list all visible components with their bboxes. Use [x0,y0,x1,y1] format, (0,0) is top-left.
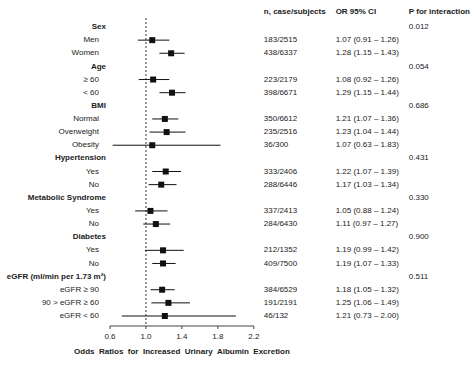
or-box [160,260,166,266]
or-text: 1.19 (0.99 – 1.42) [336,245,399,254]
row-label: No [89,180,100,189]
n-text: 191/2191 [264,298,298,307]
or-text: 1.23 (1.04 – 1.44) [336,127,399,136]
x-tick [110,326,111,329]
n-text: 284/6430 [264,219,298,228]
group-label: BMI [91,101,106,110]
or-text: 1.05 (0.88 – 1.24) [336,206,399,215]
row-label: Obesity [72,140,99,149]
n-text: 183/2515 [264,35,298,44]
x-tick-label: 1.4 [176,332,188,341]
column-header: OR 95% CI [336,7,376,16]
or-box [159,287,165,293]
row-label: Women [72,48,99,57]
or-box [164,129,170,135]
row-label: No [89,259,100,268]
or-text: 1.08 (0.92 – 1.26) [336,75,399,84]
or-text: 1.29 (1.15 – 1.44) [336,88,399,97]
row-label: Yes [86,206,99,215]
or-box [158,182,164,188]
row-label: eGFR ≥ 90 [60,285,100,294]
row-label: Overweight [59,127,100,136]
or-text: 1.07 (0.91 – 1.26) [336,35,399,44]
x-tick [253,326,254,329]
or-text: 1.11 (0.97 – 1.27) [336,219,399,228]
x-tick-label: 0.6 [104,332,116,341]
or-box [153,221,159,227]
group-label: eGFR (ml/min per 1.73 m²) [7,272,106,281]
or-text: 1.25 (1.06 – 1.49) [336,298,399,307]
column-header: P for interaction [409,7,470,16]
x-axis-label: Odds Ratios for Increased Urinary Albumi… [74,347,290,356]
p-text: 0.431 [409,153,430,162]
forest-plot: n, case/subjects OR 95% CI P for interacti… [0,0,474,371]
p-text: 0.686 [409,101,430,110]
or-box [149,37,155,43]
or-box [162,116,168,122]
or-box [150,77,156,83]
or-box [162,313,168,319]
n-text: 350/6612 [264,114,298,123]
n-text: 409/7500 [264,259,298,268]
group-label: Diabetes [73,232,107,241]
or-text: 1.21 (1.07 – 1.36) [336,114,399,123]
or-text: 1.17 (1.03 – 1.34) [336,180,399,189]
or-text: 1.28 (1.15 – 1.43) [336,48,399,57]
p-text: 0.012 [409,22,430,31]
x-tick [217,326,218,329]
x-tick [181,326,182,329]
column-header: n, case/subjects [264,7,326,16]
p-text: 0.900 [409,232,430,241]
or-box [168,50,174,56]
n-text: 288/6446 [264,180,298,189]
x-tick-label: 1.8 [212,332,224,341]
row-label: eGFR < 60 [60,311,100,320]
p-text: 0.511 [409,272,429,281]
n-text: 36/300 [264,140,289,149]
row-label: ≥ 60 [83,75,99,84]
p-text: 0.330 [409,193,430,202]
row-label: < 60 [83,88,99,97]
x-tick [145,326,146,329]
plot-area [113,18,236,326]
x-tick-label: 1.0 [140,332,152,341]
or-box [147,208,153,214]
row-label: No [89,219,100,228]
or-box [149,142,155,148]
n-text: 384/6529 [264,285,298,294]
row-label: Normal [73,114,99,123]
n-text: 235/2516 [264,127,298,136]
p-text: 0.054 [409,62,430,71]
or-text: 1.21 (0.73 – 2.00) [336,311,399,320]
or-box [163,169,169,175]
group-label: Age [91,62,107,71]
x-tick-label: 2.2 [248,332,260,341]
reference-line [145,18,146,326]
or-text: 1.18 (1.05 – 1.32) [336,285,399,294]
ci-line [113,145,221,146]
row-label: Yes [86,245,99,254]
group-label: Metabolic Syndrome [28,193,107,202]
row-label: Yes [86,167,99,176]
or-box [160,247,166,253]
ci-line [122,316,236,317]
group-label: Sex [92,22,107,31]
row-label: 90 > eGFR ≥ 60 [42,298,100,307]
n-text: 46/132 [264,311,289,320]
n-text: 337/2413 [264,206,298,215]
or-text: 1.07 (0.63 – 1.83) [336,140,399,149]
or-text: 1.19 (1.07 – 1.33) [336,259,399,268]
or-text: 1.22 (1.07 – 1.39) [336,167,399,176]
n-text: 223/2179 [264,75,298,84]
n-text: 333/2406 [264,167,298,176]
n-text: 438/6337 [264,48,298,57]
group-label: Hypertension [55,153,106,162]
n-text: 398/6671 [264,88,298,97]
n-text: 212/1352 [264,245,298,254]
or-box [165,300,171,306]
or-box [169,90,175,96]
row-label: Men [83,35,99,44]
